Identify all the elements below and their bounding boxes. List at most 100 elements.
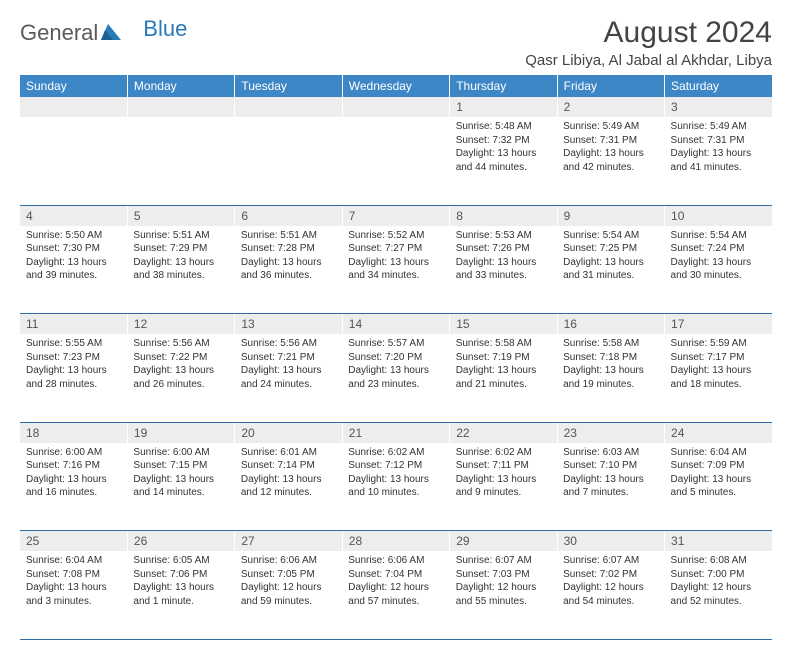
daylight-text: Daylight: 13 hours and 36 minutes. bbox=[241, 256, 336, 283]
daylight-text: Daylight: 13 hours and 41 minutes. bbox=[671, 147, 766, 174]
day-cell: Sunrise: 6:06 AMSunset: 7:05 PMDaylight:… bbox=[235, 551, 342, 639]
sunrise-text: Sunrise: 5:51 AM bbox=[133, 229, 228, 243]
day-number: 2 bbox=[557, 97, 664, 117]
sunset-text: Sunset: 7:18 PM bbox=[563, 351, 658, 365]
daylight-text: Daylight: 13 hours and 44 minutes. bbox=[456, 147, 551, 174]
sunrise-text: Sunrise: 5:59 AM bbox=[671, 337, 766, 351]
day-info: Sunrise: 5:55 AMSunset: 7:23 PMDaylight:… bbox=[20, 334, 127, 395]
day-cell: Sunrise: 6:01 AMSunset: 7:14 PMDaylight:… bbox=[235, 443, 342, 531]
daylight-text: Daylight: 13 hours and 21 minutes. bbox=[456, 364, 551, 391]
day-info: Sunrise: 6:07 AMSunset: 7:02 PMDaylight:… bbox=[557, 551, 664, 612]
day-number: 13 bbox=[235, 314, 342, 335]
daylight-text: Daylight: 13 hours and 5 minutes. bbox=[671, 473, 766, 500]
daylight-text: Daylight: 13 hours and 23 minutes. bbox=[348, 364, 443, 391]
day-number: 29 bbox=[450, 531, 557, 552]
day-info: Sunrise: 5:58 AMSunset: 7:19 PMDaylight:… bbox=[450, 334, 557, 395]
day-cell: Sunrise: 6:07 AMSunset: 7:02 PMDaylight:… bbox=[557, 551, 664, 639]
day-info: Sunrise: 5:57 AMSunset: 7:20 PMDaylight:… bbox=[342, 334, 449, 395]
day-cell: Sunrise: 5:58 AMSunset: 7:18 PMDaylight:… bbox=[557, 334, 664, 422]
header: General Blue August 2024 Qasr Libiya, Al… bbox=[20, 16, 772, 69]
day-cell: Sunrise: 5:54 AMSunset: 7:24 PMDaylight:… bbox=[665, 226, 772, 314]
day-number: 21 bbox=[342, 422, 449, 443]
day-info: Sunrise: 6:07 AMSunset: 7:03 PMDaylight:… bbox=[450, 551, 557, 612]
logo-triangle-icon bbox=[101, 20, 121, 46]
sunset-text: Sunset: 7:05 PM bbox=[241, 568, 336, 582]
sunset-text: Sunset: 7:27 PM bbox=[348, 242, 443, 256]
day-number: 25 bbox=[20, 531, 127, 552]
day-info: Sunrise: 5:56 AMSunset: 7:22 PMDaylight:… bbox=[127, 334, 234, 395]
sunset-text: Sunset: 7:02 PM bbox=[563, 568, 658, 582]
sunrise-text: Sunrise: 6:06 AM bbox=[348, 554, 443, 568]
daylight-text: Daylight: 12 hours and 55 minutes. bbox=[456, 581, 551, 608]
day-info: Sunrise: 6:00 AMSunset: 7:15 PMDaylight:… bbox=[127, 443, 234, 504]
sunrise-text: Sunrise: 5:58 AM bbox=[563, 337, 658, 351]
day-cell: Sunrise: 5:59 AMSunset: 7:17 PMDaylight:… bbox=[665, 334, 772, 422]
sunrise-text: Sunrise: 5:55 AM bbox=[26, 337, 121, 351]
info-row: Sunrise: 5:55 AMSunset: 7:23 PMDaylight:… bbox=[20, 334, 772, 422]
sunrise-text: Sunrise: 6:07 AM bbox=[563, 554, 658, 568]
info-row: Sunrise: 5:50 AMSunset: 7:30 PMDaylight:… bbox=[20, 226, 772, 314]
day-info: Sunrise: 5:49 AMSunset: 7:31 PMDaylight:… bbox=[557, 117, 664, 178]
day-info: Sunrise: 6:00 AMSunset: 7:16 PMDaylight:… bbox=[20, 443, 127, 504]
sunrise-text: Sunrise: 5:57 AM bbox=[348, 337, 443, 351]
day-number: 23 bbox=[557, 422, 664, 443]
day-number bbox=[127, 97, 234, 117]
day-info: Sunrise: 5:58 AMSunset: 7:18 PMDaylight:… bbox=[557, 334, 664, 395]
day-info: Sunrise: 6:03 AMSunset: 7:10 PMDaylight:… bbox=[557, 443, 664, 504]
brand-first: General bbox=[20, 20, 98, 46]
sunset-text: Sunset: 7:28 PM bbox=[241, 242, 336, 256]
day-cell: Sunrise: 5:53 AMSunset: 7:26 PMDaylight:… bbox=[450, 226, 557, 314]
day-info: Sunrise: 6:01 AMSunset: 7:14 PMDaylight:… bbox=[235, 443, 342, 504]
location: Qasr Libiya, Al Jabal al Akhdar, Libya bbox=[525, 52, 772, 69]
daynum-row: 25262728293031 bbox=[20, 531, 772, 552]
daylight-text: Daylight: 13 hours and 42 minutes. bbox=[563, 147, 658, 174]
sunrise-text: Sunrise: 6:08 AM bbox=[671, 554, 766, 568]
day-number: 22 bbox=[450, 422, 557, 443]
daylight-text: Daylight: 13 hours and 12 minutes. bbox=[241, 473, 336, 500]
sunrise-text: Sunrise: 6:04 AM bbox=[26, 554, 121, 568]
sunset-text: Sunset: 7:22 PM bbox=[133, 351, 228, 365]
day-cell: Sunrise: 6:00 AMSunset: 7:16 PMDaylight:… bbox=[20, 443, 127, 531]
day-number: 11 bbox=[20, 314, 127, 335]
brand-logo: General Blue bbox=[20, 16, 187, 46]
day-number: 12 bbox=[127, 314, 234, 335]
daylight-text: Daylight: 13 hours and 39 minutes. bbox=[26, 256, 121, 283]
day-info: Sunrise: 5:53 AMSunset: 7:26 PMDaylight:… bbox=[450, 226, 557, 287]
dow-row: Sunday Monday Tuesday Wednesday Thursday… bbox=[20, 75, 772, 97]
dow-wed: Wednesday bbox=[342, 75, 449, 97]
sunset-text: Sunset: 7:25 PM bbox=[563, 242, 658, 256]
day-cell: Sunrise: 6:05 AMSunset: 7:06 PMDaylight:… bbox=[127, 551, 234, 639]
day-info: Sunrise: 6:06 AMSunset: 7:05 PMDaylight:… bbox=[235, 551, 342, 612]
sunrise-text: Sunrise: 5:49 AM bbox=[563, 120, 658, 134]
day-number: 15 bbox=[450, 314, 557, 335]
sunset-text: Sunset: 7:03 PM bbox=[456, 568, 551, 582]
sunset-text: Sunset: 7:04 PM bbox=[348, 568, 443, 582]
day-info: Sunrise: 6:08 AMSunset: 7:00 PMDaylight:… bbox=[665, 551, 772, 612]
day-number: 17 bbox=[665, 314, 772, 335]
daylight-text: Daylight: 12 hours and 54 minutes. bbox=[563, 581, 658, 608]
day-number: 28 bbox=[342, 531, 449, 552]
sunset-text: Sunset: 7:08 PM bbox=[26, 568, 121, 582]
day-info: Sunrise: 6:05 AMSunset: 7:06 PMDaylight:… bbox=[127, 551, 234, 612]
sunset-text: Sunset: 7:32 PM bbox=[456, 134, 551, 148]
daylight-text: Daylight: 13 hours and 3 minutes. bbox=[26, 581, 121, 608]
day-number: 5 bbox=[127, 205, 234, 226]
day-info: Sunrise: 5:59 AMSunset: 7:17 PMDaylight:… bbox=[665, 334, 772, 395]
daylight-text: Daylight: 13 hours and 14 minutes. bbox=[133, 473, 228, 500]
sunrise-text: Sunrise: 6:02 AM bbox=[456, 446, 551, 460]
sunrise-text: Sunrise: 6:01 AM bbox=[241, 446, 336, 460]
info-row: Sunrise: 5:48 AMSunset: 7:32 PMDaylight:… bbox=[20, 117, 772, 205]
day-info: Sunrise: 6:02 AMSunset: 7:11 PMDaylight:… bbox=[450, 443, 557, 504]
dow-sun: Sunday bbox=[20, 75, 127, 97]
day-info: Sunrise: 5:56 AMSunset: 7:21 PMDaylight:… bbox=[235, 334, 342, 395]
sunrise-text: Sunrise: 5:48 AM bbox=[456, 120, 551, 134]
sunset-text: Sunset: 7:24 PM bbox=[671, 242, 766, 256]
sunset-text: Sunset: 7:00 PM bbox=[671, 568, 766, 582]
daynum-row: 123 bbox=[20, 97, 772, 117]
sunrise-text: Sunrise: 6:00 AM bbox=[133, 446, 228, 460]
sunrise-text: Sunrise: 5:58 AM bbox=[456, 337, 551, 351]
daylight-text: Daylight: 13 hours and 16 minutes. bbox=[26, 473, 121, 500]
day-info: Sunrise: 5:54 AMSunset: 7:25 PMDaylight:… bbox=[557, 226, 664, 287]
day-number: 3 bbox=[665, 97, 772, 117]
day-number: 6 bbox=[235, 205, 342, 226]
